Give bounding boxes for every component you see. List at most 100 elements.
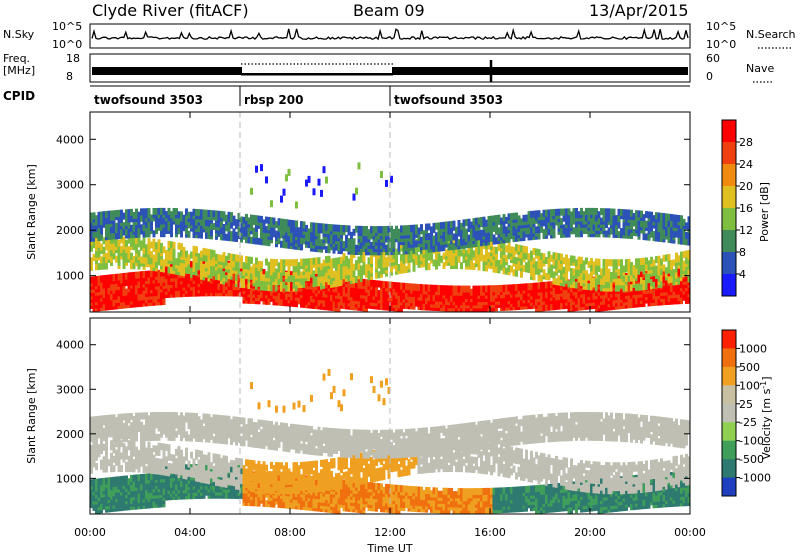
range-gate-cell [347, 225, 351, 233]
freq-label-line2: [MHz] [3, 64, 35, 77]
range-gate-cell [250, 214, 253, 222]
range-gate-cell [182, 214, 186, 222]
range-gate-cell [122, 212, 126, 220]
range-gate-cell [227, 234, 231, 242]
range-gate-cell [447, 285, 451, 293]
range-gate-cell [412, 252, 416, 259]
range-gate-cell [122, 236, 126, 244]
range-gate-cell [485, 235, 488, 243]
range-gate-cell [247, 227, 251, 234]
range-gate-cell [497, 260, 501, 267]
range-gate-cell [415, 245, 418, 253]
range-gate-cell [120, 209, 123, 217]
range-gate-cell [415, 224, 418, 232]
range-gate-cell [152, 208, 156, 215]
range-gate-cell [275, 268, 278, 276]
range-gate-cell [175, 217, 178, 225]
range-gate-cell [377, 252, 381, 260]
range-gate-cell [310, 222, 313, 230]
range-gate-cell [145, 208, 148, 216]
range-gate-cell [470, 227, 473, 235]
range-gate-cell [297, 268, 301, 276]
range-gate-cell [500, 217, 503, 225]
range-gate-cell [190, 251, 193, 259]
range-gate-cell [130, 272, 133, 280]
range-gate-cell [437, 228, 441, 236]
range-gate-cell [415, 254, 418, 262]
range-gate-cell [472, 224, 476, 232]
range-gate-cell [485, 248, 488, 256]
range-gate-cell [420, 224, 423, 232]
range-gate-cell [237, 261, 241, 269]
range-gate-cell [300, 271, 303, 279]
range-gate-cell [235, 219, 238, 227]
range-gate-cell [552, 228, 556, 236]
range-gate-cell [292, 278, 296, 286]
range-gate-cell [377, 248, 381, 256]
range-gate-cell [392, 228, 396, 236]
range-gate-cell [162, 259, 166, 267]
range-gate-cell [377, 226, 381, 234]
range-gate-cell [175, 258, 178, 266]
range-gate-cell [210, 222, 213, 230]
range-gate-cell [487, 291, 491, 299]
range-gate-cell [435, 252, 438, 260]
range-gate-cell [212, 266, 216, 273]
range-gate-cell [340, 263, 343, 271]
range-gate-cell [132, 212, 136, 219]
range-gate-cell [95, 224, 98, 232]
range-gate-cell [512, 246, 516, 254]
range-gate-cell [307, 258, 311, 266]
range-gate-cell [102, 211, 106, 219]
range-gate-cell [377, 280, 381, 288]
range-gate-cell [327, 233, 331, 241]
range-gate-cell [90, 222, 93, 230]
range-gate-cell [495, 266, 498, 273]
range-gate-cell [172, 214, 176, 222]
range-gate-cell [372, 280, 376, 287]
range-gate-cell [515, 296, 518, 304]
range-gate-cell [235, 254, 238, 262]
range-gate-cell [427, 263, 431, 270]
range-gate-cell [217, 217, 221, 225]
y-tick-label: 2000 [56, 224, 84, 237]
range-gate-cell [357, 269, 361, 277]
range-gate-cell [350, 303, 353, 310]
range-gate-cell [260, 283, 263, 291]
noise-right-tick-top: 10^5 [706, 20, 736, 33]
range-gate-cell [307, 234, 311, 242]
colorbar-tick-label: 4 [739, 268, 746, 281]
range-gate-cell [430, 284, 433, 292]
range-gate-cell [260, 215, 263, 223]
range-gate-cell [227, 211, 231, 219]
range-gate-cell [135, 230, 138, 238]
range-gate-cell [490, 255, 493, 263]
range-gate-cell [335, 257, 338, 265]
range-gate-cell [382, 226, 386, 233]
range-gate-cell [232, 254, 236, 262]
range-gate-cell [295, 265, 298, 273]
range-gate-cell [502, 241, 506, 249]
range-gate-cell [465, 235, 468, 242]
range-gate-cell [137, 249, 141, 257]
range-gate-cell [315, 238, 318, 246]
noise-panel-frame [89, 23, 691, 49]
range-gate-cell [180, 220, 183, 228]
range-gate-cell [415, 240, 418, 248]
range-gate-cell [402, 282, 406, 290]
range-gate-cell [387, 225, 391, 233]
range-gate-cell [302, 258, 306, 266]
range-gate-cell [270, 200, 273, 208]
range-gate-cell [465, 228, 468, 236]
range-gate-cell [355, 225, 358, 233]
range-gate-cell [285, 259, 288, 267]
range-gate-cell [222, 224, 226, 231]
power-heatmap [90, 112, 691, 312]
range-gate-cell [100, 217, 103, 225]
range-gate-cell [237, 254, 241, 262]
range-gate-cell [152, 254, 156, 262]
range-gate-cell [422, 297, 426, 304]
range-gate-cell [450, 285, 453, 293]
range-gate-cell [240, 255, 243, 263]
range-gate-cell [447, 252, 451, 260]
